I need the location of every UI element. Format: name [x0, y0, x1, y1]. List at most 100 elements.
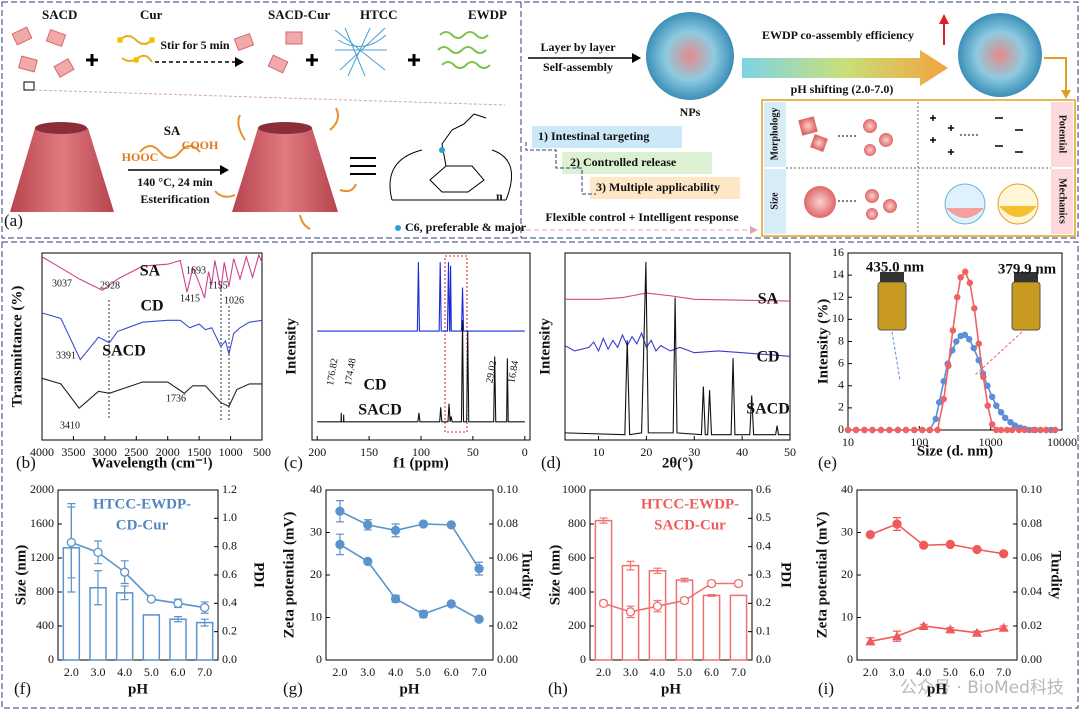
series-line — [870, 523, 1004, 555]
charges — [930, 115, 1023, 155]
marker — [886, 426, 893, 434]
y-axis-label: Intensity (%) — [815, 299, 831, 384]
x-axis-label: pH — [661, 681, 681, 697]
marker — [932, 415, 940, 423]
y-tick-label: 30 — [310, 524, 322, 538]
label: Flexible control + Intelligent response — [545, 210, 739, 224]
strip — [764, 102, 786, 167]
bar — [702, 594, 721, 661]
sa-icon — [139, 145, 201, 159]
gradient-arrow — [742, 50, 948, 86]
zoom-line — [33, 89, 506, 106]
marker — [961, 268, 969, 276]
chart-title: SACD-Cur — [654, 517, 726, 533]
annotation: 3410 — [60, 420, 80, 431]
marker — [926, 426, 934, 434]
x-tick-label: 4.0 — [117, 665, 132, 679]
plus — [86, 54, 420, 66]
marker — [146, 594, 156, 604]
panel-label: (b) — [16, 453, 36, 472]
hard-particle — [997, 183, 1039, 225]
y-tick-label: 1200 — [30, 550, 54, 564]
feature: 1) Intestinal targeting — [538, 129, 649, 143]
marker — [474, 563, 484, 574]
marker — [93, 547, 103, 557]
property: Morphology — [769, 108, 780, 161]
y-tick-label: 2000 — [30, 482, 54, 496]
marker — [911, 426, 918, 434]
series-label: CD — [140, 298, 163, 315]
plot-frame — [325, 489, 494, 661]
x-tick-label: 20 — [640, 445, 652, 459]
y2-tick-label: 0.6 — [222, 567, 237, 581]
marker — [919, 540, 929, 550]
panel-label: (f) — [14, 679, 31, 698]
panel-label: (d) — [541, 453, 561, 472]
label: 140 °C, 24 min — [137, 175, 213, 189]
panel-label: (g) — [283, 679, 303, 698]
label: HTCC — [360, 7, 398, 22]
y2-tick-label: 0.0 — [222, 652, 237, 666]
series-line — [564, 331, 791, 357]
x-tick-label: 3000 — [93, 445, 117, 459]
marker — [852, 426, 860, 434]
marker — [625, 607, 636, 617]
marker — [1051, 426, 1059, 434]
steps — [525, 142, 596, 195]
feature-box — [532, 126, 682, 148]
marker — [966, 279, 974, 287]
marker — [1037, 426, 1044, 434]
series-line — [41, 377, 262, 410]
y-tick-label: 20 — [310, 567, 322, 581]
y2-axis-label: PDI — [251, 562, 267, 588]
marker — [949, 327, 957, 334]
strip — [1051, 102, 1073, 167]
guide — [444, 255, 468, 433]
y-tick-label: 400 — [36, 618, 54, 632]
marker — [945, 539, 955, 550]
error-bar — [680, 577, 689, 583]
x-tick-label: 5.0 — [677, 665, 692, 679]
label: C6, preferable & major — [405, 220, 527, 234]
panel-label: (h) — [548, 679, 568, 698]
bracket — [389, 149, 513, 201]
y2-tick-label: 0.08 — [497, 516, 518, 530]
marker — [970, 344, 978, 352]
annotation: 1693 — [186, 265, 206, 276]
marker — [66, 537, 76, 548]
marker — [965, 336, 973, 343]
bar — [648, 570, 667, 661]
series-label: CD — [363, 377, 386, 394]
x-tick-label: 2000 — [156, 445, 180, 459]
series-label: SACD — [358, 402, 402, 419]
series-line — [41, 312, 263, 361]
y2-tick-label: 0.4 — [756, 538, 771, 552]
error-bar — [174, 616, 182, 623]
x-tick-label: 3.0 — [91, 665, 106, 679]
y2-tick-label: 0.04 — [1021, 584, 1042, 598]
y-tick-label: 14 — [832, 267, 844, 281]
marker — [598, 598, 609, 608]
x-tick-label: 1500 — [187, 445, 211, 459]
marker — [861, 426, 868, 434]
label: NPs — [680, 105, 701, 119]
grid-divider — [786, 102, 1051, 234]
cone — [10, 128, 114, 212]
y2-tick-label: 0.02 — [1021, 618, 1042, 632]
y-tick-label: 0 — [48, 652, 54, 666]
series-line — [339, 543, 480, 620]
marker — [1008, 426, 1016, 434]
sa-chains — [214, 107, 357, 230]
plot-frame — [311, 252, 531, 441]
marker — [390, 525, 401, 536]
series-line — [317, 320, 525, 423]
panel-label: (e) — [818, 453, 837, 472]
y-axis-label: Intensity — [283, 318, 299, 375]
x-tick-label: 4.0 — [916, 665, 931, 679]
x-tick-label: 40 — [736, 445, 748, 459]
marker — [945, 624, 956, 634]
bar — [169, 618, 187, 661]
marker — [1011, 422, 1019, 429]
marker — [972, 627, 982, 637]
marker — [363, 520, 373, 530]
